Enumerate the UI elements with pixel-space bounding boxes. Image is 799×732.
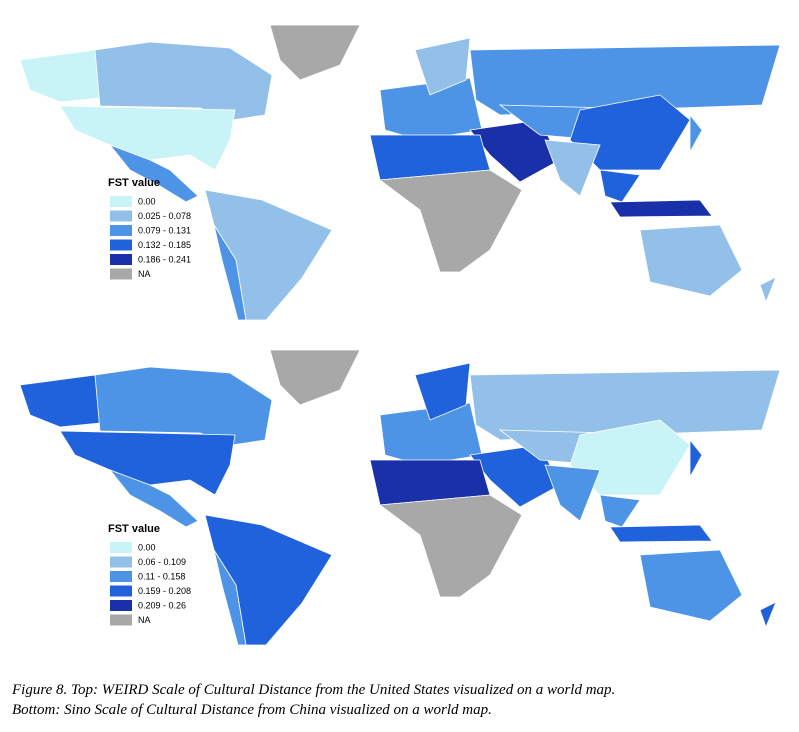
legend-swatch [110, 225, 132, 236]
legend-label: 0.11 - 0.158 [138, 571, 185, 581]
legend-swatch [110, 254, 132, 265]
legend-title: FST value [108, 177, 160, 189]
world-map [19, 24, 781, 321]
legend-label: 0.079 - 0.131 [138, 225, 191, 235]
legend-swatch [110, 556, 132, 568]
world-map [19, 349, 781, 646]
legend-swatch [110, 239, 132, 251]
legend-swatch [110, 268, 132, 280]
caption-line: Figure 8. Top: WEIRD Scale of Cultural D… [11, 682, 615, 698]
legend-label: 0.209 - 0.26 [138, 600, 186, 610]
legend-label: 0.00 [138, 196, 156, 206]
legend-label: 0.186 - 0.241 [138, 254, 191, 264]
legend-swatch [110, 571, 132, 582]
legend-title: FST value [108, 523, 160, 535]
legend-label: 0.06 - 0.109 [138, 557, 186, 567]
legend-label: 0.025 - 0.078 [138, 211, 191, 221]
legend-label: NA [138, 615, 151, 625]
caption-line: Bottom: Sino Scale of Cultural Distance … [12, 702, 492, 718]
legend-label: 0.00 [138, 542, 156, 552]
legend-swatch [110, 614, 132, 626]
legend-label: 0.132 - 0.185 [138, 240, 191, 250]
legend-swatch [110, 585, 132, 597]
legend-label: NA [138, 269, 151, 279]
legend-swatch [110, 542, 132, 553]
legend-swatch [110, 210, 132, 222]
legend-label: 0.159 - 0.208 [138, 586, 191, 596]
legend-swatch [110, 600, 132, 611]
legend-swatch [110, 196, 132, 207]
